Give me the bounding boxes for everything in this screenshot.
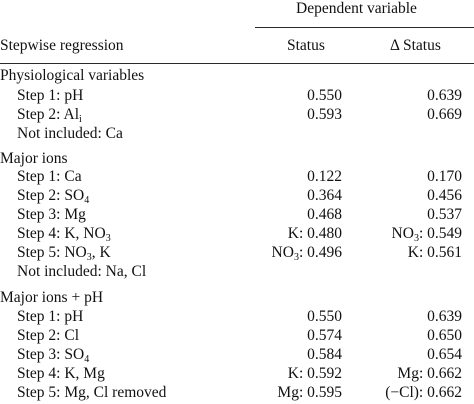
delta-status-value: 0.639	[427, 87, 462, 104]
table-row: Step 2: SO4 0.364 0.456	[0, 187, 474, 207]
status-value: NO3: 0.496	[271, 244, 342, 263]
status-value: K: 0.592	[287, 365, 342, 382]
table-row: Step 4: K, Mg K: 0.592 Mg: 0.662	[0, 365, 474, 385]
delta-status-value: 0.456	[427, 187, 462, 204]
row-label: Step 2: Cl	[17, 327, 80, 344]
row-label: Step 1: Ca	[17, 168, 82, 185]
delta-status-column-header: Δ Status	[390, 37, 441, 54]
status-value: 0.122	[307, 168, 342, 185]
dependent-variable-header: Dependent variable	[296, 0, 417, 17]
table-row: Not included: Ca	[0, 125, 474, 145]
table-row: Step 3: SO4 0.584 0.654	[0, 346, 474, 366]
header-rule-full	[0, 63, 474, 64]
status-value: 0.593	[307, 106, 342, 123]
status-value: K: 0.480	[287, 225, 342, 242]
status-value: 0.584	[307, 346, 342, 363]
row-label: Step 3: Mg	[17, 206, 86, 223]
table-row: Step 1: Ca 0.122 0.170	[0, 168, 474, 188]
row-label: Not included: Ca	[17, 125, 123, 142]
delta-status-value: 0.537	[427, 206, 462, 223]
delta-status-value: Mg: 0.662	[397, 365, 462, 382]
status-value: 0.550	[307, 87, 342, 104]
status-value: 0.468	[307, 206, 342, 223]
table-row: Step 5: Mg, Cl removed Mg: 0.595 (−Cl): …	[0, 384, 474, 404]
row-label: Step 5: Mg, Cl removed	[17, 384, 167, 401]
row-label: Step 5: NO3, K	[17, 244, 111, 263]
row-label: Not included: Na, Cl	[17, 263, 147, 280]
delta-status-value: 0.170	[427, 168, 462, 185]
status-value: Mg: 0.595	[277, 384, 342, 401]
delta-status-value: 0.654	[427, 346, 462, 363]
table-row: Step 2: Cl 0.574 0.650	[0, 327, 474, 347]
status-value: 0.574	[307, 327, 342, 344]
delta-status-value: (−Cl): 0.662	[385, 384, 462, 401]
row-label: Step 4: K, NO3	[17, 225, 111, 244]
status-value: 0.550	[307, 308, 342, 325]
row-label: Step 1: pH	[17, 87, 84, 104]
delta-status-value: 0.639	[427, 308, 462, 325]
delta-status-value: K: 0.561	[407, 244, 462, 261]
status-column-header: Status	[287, 37, 325, 54]
table-row: Step 2: Ali 0.593 0.669	[0, 106, 474, 126]
table-row: Step 4: K, NO3 K: 0.480 NO3: 0.549	[0, 225, 474, 245]
row-label: Step 3: SO4	[17, 346, 90, 365]
table-row: Step 3: Mg 0.468 0.537	[0, 206, 474, 226]
row-label: Step 4: K, Mg	[17, 365, 105, 382]
section-title-physiological: Physiological variables	[0, 67, 145, 84]
row-label: Step 2: SO4	[17, 187, 90, 206]
table-row: Step 1: pH 0.550 0.639	[0, 87, 474, 107]
delta-status-value: 0.650	[427, 327, 462, 344]
table-row: Not included: Na, Cl	[0, 263, 474, 283]
table-row: Step 1: pH 0.550 0.639	[0, 308, 474, 328]
stepwise-regression-header: Stepwise regression	[0, 37, 124, 54]
header-rule-right	[255, 27, 474, 28]
status-value: 0.364	[307, 187, 342, 204]
row-label: Step 1: pH	[17, 308, 84, 325]
row-label: Step 2: Ali	[17, 106, 82, 125]
table-row: Step 5: NO3, K NO3: 0.496 K: 0.561	[0, 244, 474, 264]
section-title-major-ions: Major ions	[0, 150, 68, 167]
delta-status-value: 0.669	[427, 106, 462, 123]
section-title-major-ions-ph: Major ions + pH	[0, 289, 104, 306]
delta-status-value: NO3: 0.549	[391, 225, 462, 244]
